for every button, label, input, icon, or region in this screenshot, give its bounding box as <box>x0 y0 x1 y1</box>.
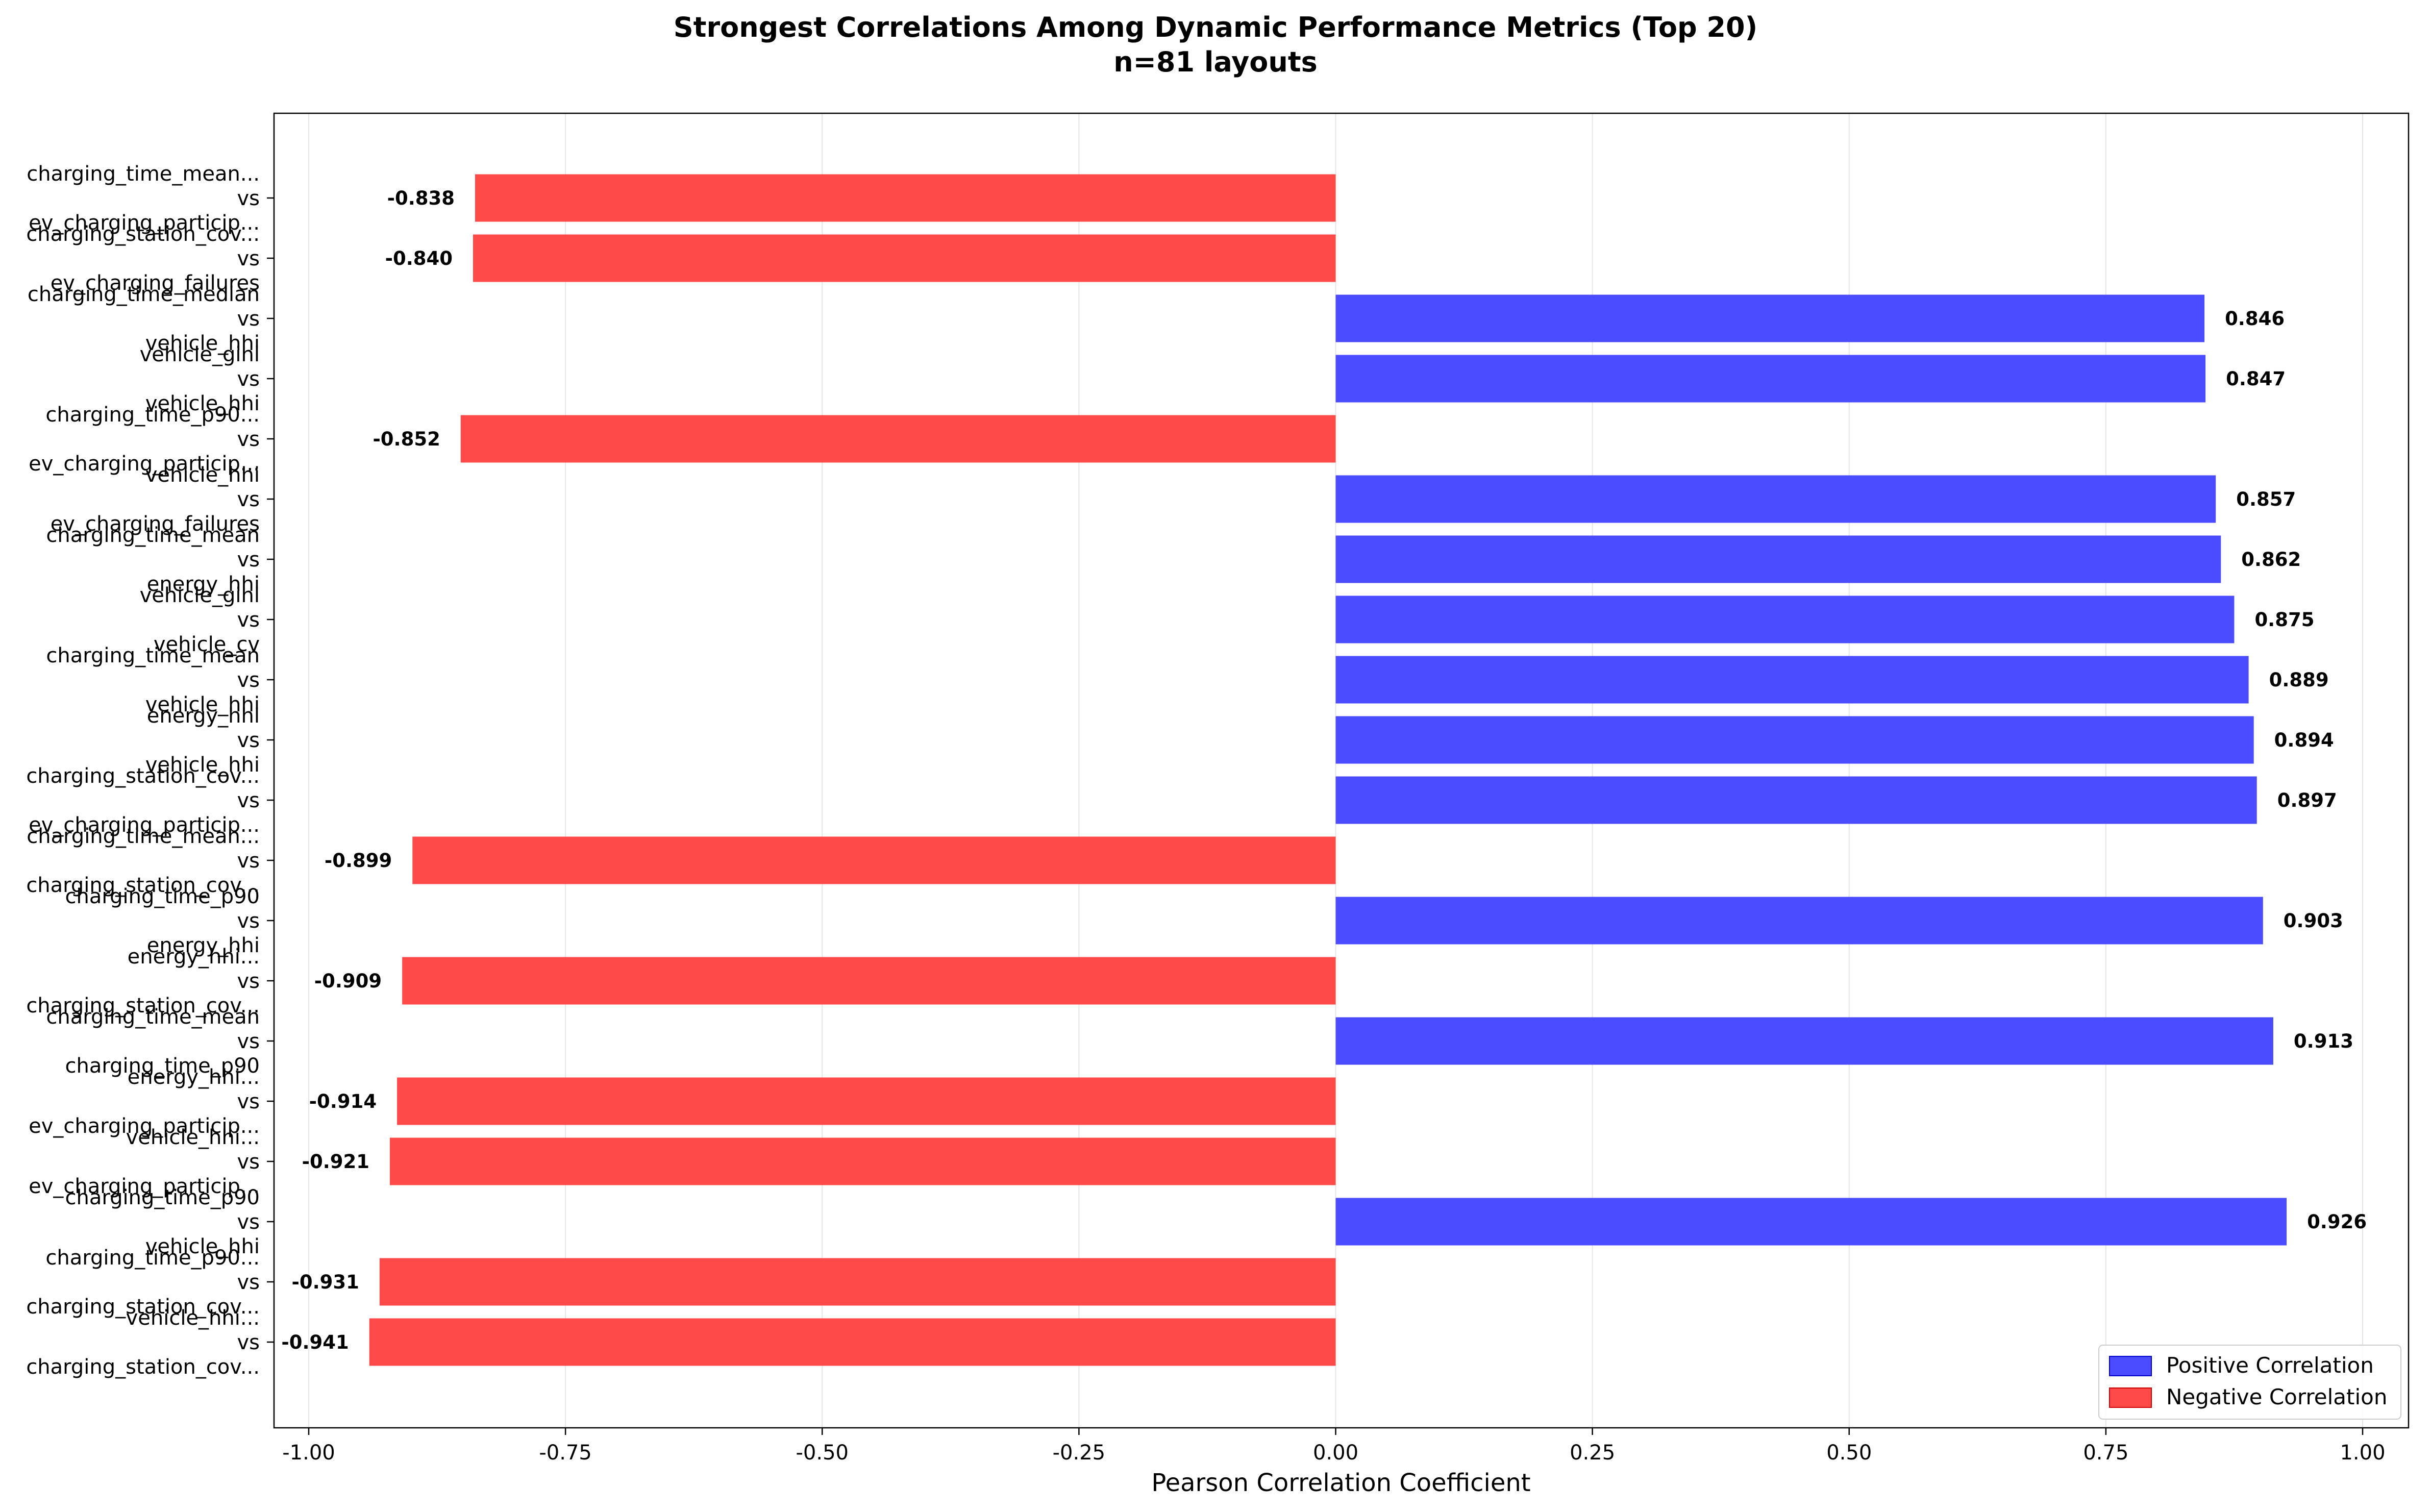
negative-bar <box>402 957 1336 1005</box>
negative-bar <box>389 1137 1336 1185</box>
bar-value-label: 0.846 <box>2225 308 2285 330</box>
bar-value-label: 0.847 <box>2226 368 2286 390</box>
y-tick-label: charging_time_p90... vs charging_station_c… <box>26 1246 260 1319</box>
plot-frame <box>273 112 2410 1429</box>
legend-positive-label: Positive Correlation <box>2166 1353 2374 1378</box>
bar-value-label: -0.838 <box>387 187 455 209</box>
y-tick-labels: charging_time_mean... vs ev_charging_parti… <box>26 162 274 1379</box>
legend-negative-label: Negative Correlation <box>2166 1384 2387 1409</box>
x-tick-label: 1.00 <box>2340 1441 2385 1465</box>
x-tick-label: 0.75 <box>2083 1441 2128 1465</box>
chart-subtitle: n=81 layouts <box>1113 46 1318 78</box>
legend: Positive Correlation Negative Correlatio… <box>2098 1345 2401 1420</box>
legend-box <box>2098 1345 2401 1420</box>
bar-value-label: -0.921 <box>302 1151 369 1173</box>
bar-value-label: -0.840 <box>385 247 453 269</box>
positive-bar <box>1335 897 2263 945</box>
bar-value-label: -0.852 <box>373 428 440 450</box>
negative-bar <box>379 1258 1336 1306</box>
y-tick-label: vehicle_hhi... vs ev_charging_particip... <box>29 1126 260 1198</box>
y-tick-label: charging_time_mean vs vehicle_hhi <box>46 644 260 716</box>
x-tick-label: -0.25 <box>1053 1441 1106 1465</box>
y-tick-label: energy_hhi... vs charging_station_cov... <box>26 945 260 1018</box>
positive-bar <box>1335 776 2257 824</box>
x-tick-label: -0.75 <box>539 1441 592 1465</box>
negative-bar <box>475 174 1336 222</box>
y-tick-label: charging_time_mean... vs charging_station_… <box>26 825 260 897</box>
x-tick-label: -1.00 <box>282 1441 335 1465</box>
x-tick-label: 0.00 <box>1313 1441 1358 1465</box>
x-tick-label: 0.25 <box>1570 1441 1615 1465</box>
x-tick-labels: -1.00 -0.75 -0.50 -0.25 0.00 0.25 0.50 0.75 1.00 <box>282 1428 2386 1465</box>
y-tick-label: charging_time_p90... vs ev_charging_partic… <box>29 403 260 476</box>
y-tick-label: charging_time_mean vs energy_hhi <box>46 524 260 596</box>
bar-value-label: 0.926 <box>2307 1211 2367 1233</box>
y-tick-label: vehicle_hhi... vs charging_station_cov... <box>26 1306 260 1379</box>
positive-bar <box>1335 475 2216 523</box>
y-tick-label: vehicle_gini vs vehicle_hhi <box>140 343 260 415</box>
y-tick-label: charging_time_median vs vehicle_hhi <box>28 283 260 355</box>
y-tick-label: charging_time_p90 vs vehicle_hhi <box>65 1186 260 1258</box>
positive-bar <box>1335 355 2206 403</box>
bar-value-label: -0.931 <box>291 1271 359 1293</box>
y-tick-label: charging_time_p90 vs energy_hhi <box>65 885 260 957</box>
y-tick-label: charging_station_cov... vs ev_charging_fai… <box>26 222 260 295</box>
y-tick-label: vehicle_gini vs vehicle_cv <box>140 584 260 656</box>
bar-value-label: 0.862 <box>2241 549 2301 571</box>
legend-positive-swatch <box>2109 1356 2152 1376</box>
bar-value-label: 0.897 <box>2277 789 2337 811</box>
y-tick-label: charging_station_cov... vs ev_charging_par… <box>26 764 260 837</box>
bar-value-label: -0.941 <box>281 1331 349 1353</box>
x-tick-label: 0.50 <box>1826 1441 1872 1465</box>
y-tick-label: charging_time_mean... vs ev_charging_parti… <box>27 162 260 235</box>
positive-bar <box>1335 656 2249 704</box>
positive-bar <box>1335 535 2221 583</box>
y-tick-label: charging_time_mean vs charging_time_p90 <box>46 1005 260 1078</box>
negative-bar <box>460 415 1336 463</box>
x-tick-label: -0.50 <box>796 1441 849 1465</box>
y-tick-label: energy_hhi vs vehicle_hhi <box>145 704 260 777</box>
bars <box>369 174 2287 1366</box>
positive-bar <box>1335 716 2254 764</box>
bar-value-label: 0.903 <box>2284 910 2343 932</box>
negative-bar <box>397 1077 1336 1125</box>
bar-value-label: 0.913 <box>2294 1030 2353 1052</box>
y-tick-label: energy_hhi... vs ev_charging_particip... <box>29 1065 260 1138</box>
positive-bar <box>1335 596 2235 643</box>
bar-value-label: 0.894 <box>2274 729 2334 751</box>
y-tick-label: vehicle_hhi vs ev_charging_failures <box>51 463 260 536</box>
negative-bar <box>473 234 1336 282</box>
positive-bar <box>1335 1198 2287 1246</box>
x-axis-label: Pearson Correlation Coefficient <box>1151 1469 1530 1497</box>
chart-title: Strongest Correlations Among Dynamic Per… <box>674 11 1757 43</box>
bar-value-label: 0.875 <box>2254 609 2314 631</box>
positive-bar <box>1335 294 2205 342</box>
bar-value-label: -0.914 <box>309 1090 377 1112</box>
negative-bar <box>369 1318 1336 1366</box>
bar-value-label: -0.899 <box>325 850 392 872</box>
value-labels: -0.838 -0.840 0.846 0.847 -0.852 0.857 0.862 0.… <box>281 187 2367 1353</box>
bar-value-label: 0.889 <box>2269 669 2329 691</box>
bar-value-label: 0.857 <box>2236 488 2296 510</box>
bar-value-label: -0.909 <box>314 970 382 992</box>
negative-bar <box>412 836 1336 884</box>
legend-negative-swatch <box>2109 1387 2152 1408</box>
positive-bar <box>1335 1017 2273 1065</box>
